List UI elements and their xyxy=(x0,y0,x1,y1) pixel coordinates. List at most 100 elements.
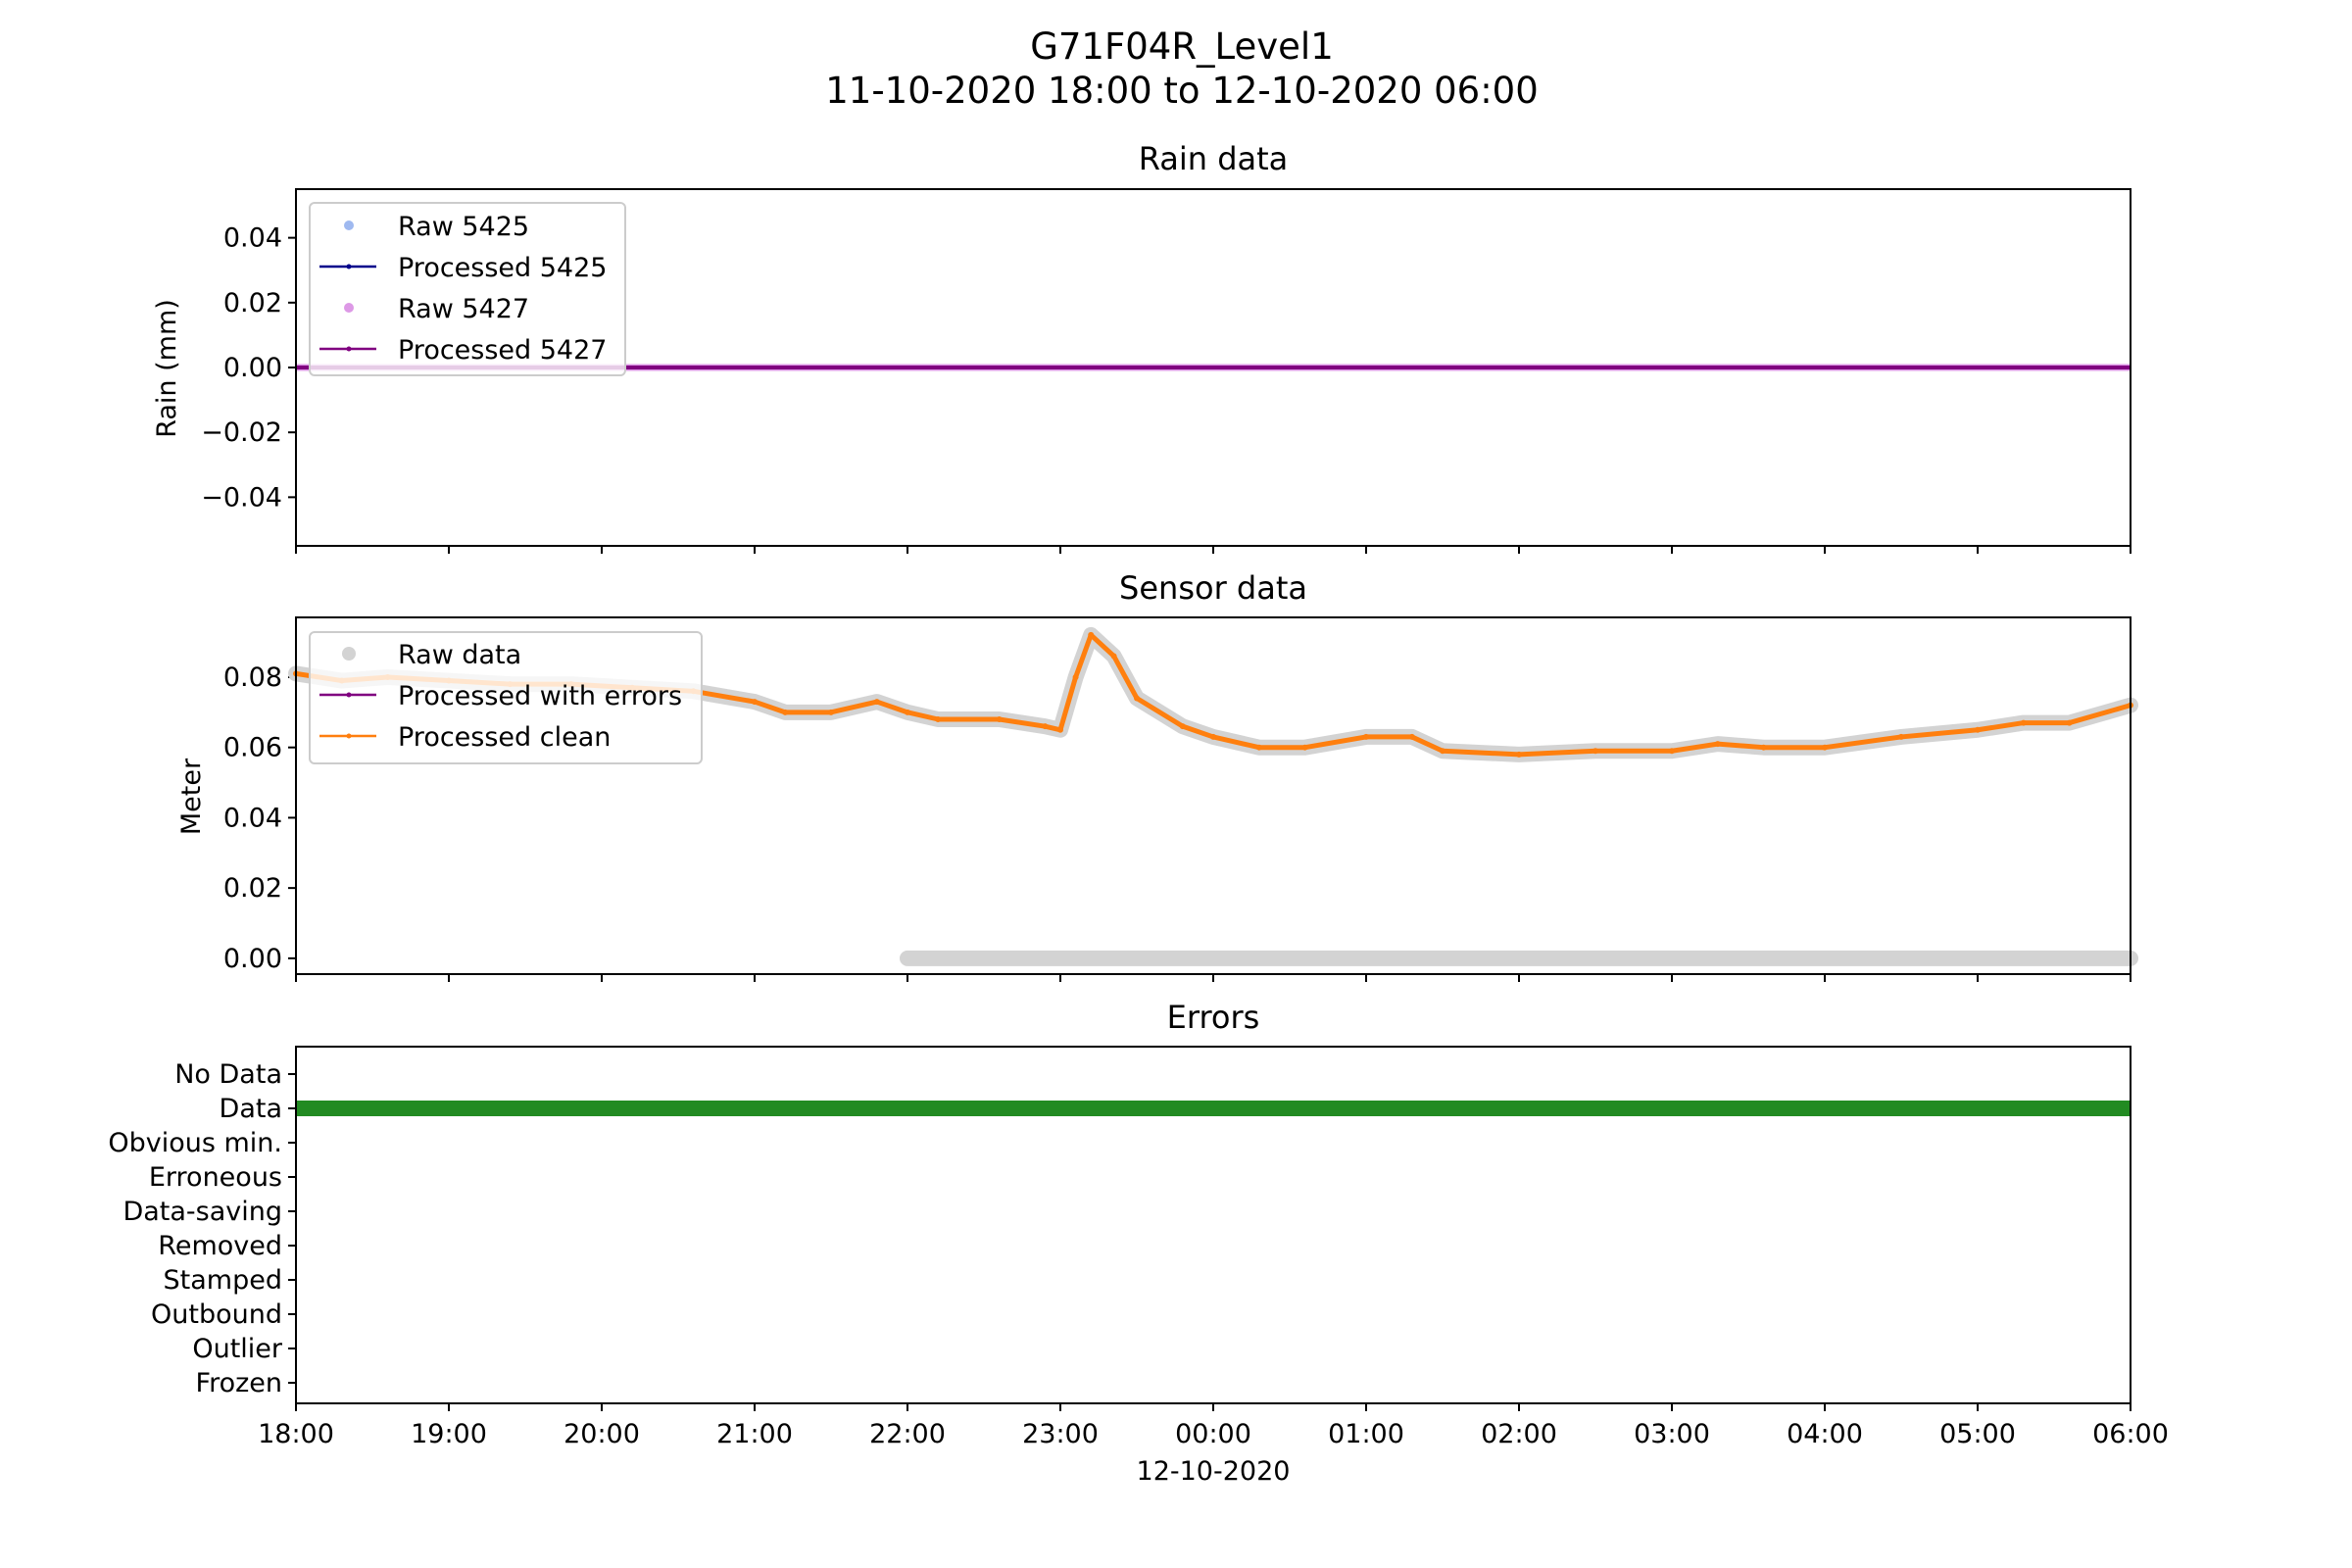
legend-label-raw-5427: Raw 5427 xyxy=(398,294,529,324)
legend-label-processed-clean: Processed clean xyxy=(398,722,611,753)
legend-label-raw-data: Raw data xyxy=(398,640,521,670)
legend-marker-raw-5425 xyxy=(344,220,354,230)
errors-y-tick-label: No Data xyxy=(174,1059,282,1090)
sensor-y-tick-label: 0.08 xyxy=(223,662,282,693)
sensor-point-processed-clean xyxy=(1072,673,1079,680)
legend-marker-raw-data xyxy=(342,647,356,661)
sensor-point-processed-clean xyxy=(1363,733,1369,740)
sensor-plot-frame xyxy=(295,616,2132,975)
sensor-legend-box xyxy=(309,631,703,764)
sensor-point-processed-clean xyxy=(2020,719,2027,726)
x-tick-label: 20:00 xyxy=(564,1419,640,1449)
x-tick-label: 21:00 xyxy=(716,1419,793,1449)
sensor-point-processed-clean xyxy=(1179,723,1186,730)
sensor-point-processed-clean xyxy=(996,716,1003,722)
errors-y-ticks: No Data Data Obvious min. Erroneous Data-sav… xyxy=(108,1059,296,1398)
figure-title: G71F04R_Level1 xyxy=(1030,25,1334,68)
errors-y-tick-label: Data xyxy=(220,1094,282,1124)
sensor-point-processed-clean xyxy=(782,709,789,715)
sensor-point-processed-clean xyxy=(1057,726,1063,733)
sensor-y-tick-label: 0.04 xyxy=(223,803,282,833)
errors-y-tick-label: Outlier xyxy=(192,1334,283,1364)
legend-marker-processed-5427 xyxy=(346,346,352,352)
errors-panel: Errors No Data Data Obvious min. Erroneous D… xyxy=(108,999,2169,1487)
sensor-y-axis-label: Meter xyxy=(176,758,207,835)
x-axis-date-label: 12-10-2020 xyxy=(1137,1456,1291,1487)
sensor-point-processed-clean xyxy=(1760,744,1767,751)
sensor-y-tick-label: 0.02 xyxy=(223,873,282,904)
legend-label-processed-5427: Processed 5427 xyxy=(398,335,607,366)
x-tick-label: 04:00 xyxy=(1787,1419,1863,1449)
legend-marker-processed-clean xyxy=(346,733,352,739)
legend-label-processed-with-errors: Processed with errors xyxy=(398,681,682,711)
errors-plot-frame xyxy=(295,1046,2132,1404)
rain-y-tick-label: −0.02 xyxy=(201,417,282,448)
x-tick-label: 19:00 xyxy=(411,1419,487,1449)
sensor-point-processed-clean xyxy=(1110,653,1117,660)
errors-x-ticks: 18:00 19:00 20:00 21:00 22:00 23:00 00:00 01:00… xyxy=(258,1403,2169,1449)
sensor-point-processed-clean xyxy=(935,716,942,722)
sensor-point-processed-clean xyxy=(1975,726,1981,733)
sensor-point-processed-clean xyxy=(1714,741,1721,748)
x-tick-label: 03:00 xyxy=(1634,1419,1710,1449)
sensor-point-processed-clean xyxy=(1210,733,1216,740)
sensor-point-processed-clean xyxy=(1301,744,1308,751)
sensor-panel: Sensor data Meter 0.08 0.06 0.04 0.02 0.00 R… xyxy=(176,569,2138,982)
x-tick-label: 18:00 xyxy=(258,1419,334,1449)
errors-y-tick-label: Frozen xyxy=(196,1368,283,1398)
x-tick-label: 05:00 xyxy=(1939,1419,2016,1449)
sensor-point-processed-clean xyxy=(1516,751,1522,758)
sensor-point-processed-clean xyxy=(828,709,834,715)
rain-plot-frame xyxy=(295,188,2132,547)
sensor-legend: Raw data Processed with errors Processed… xyxy=(309,631,703,764)
sensor-point-processed-clean xyxy=(1134,695,1140,702)
rain-legend-box xyxy=(309,202,626,376)
sensor-point-processed-clean xyxy=(1822,744,1828,751)
errors-y-tick-label: Stamped xyxy=(164,1265,282,1296)
sensor-y-tick-label: 0.06 xyxy=(223,733,282,763)
errors-y-tick-label: Outbound xyxy=(151,1299,282,1330)
sensor-y-tick-label: 0.00 xyxy=(223,944,282,974)
sensor-point-processed-clean xyxy=(1042,723,1049,730)
sensor-point-processed-clean xyxy=(1088,631,1095,638)
sensor-point-processed-clean xyxy=(1898,733,1904,740)
sensor-point-processed-clean xyxy=(873,699,880,706)
sensor-point-processed-clean xyxy=(2066,719,2073,726)
sensor-point-processed-clean xyxy=(752,699,758,706)
x-tick-label: 02:00 xyxy=(1481,1419,1557,1449)
rain-y-tick-label: 0.00 xyxy=(223,353,282,383)
rain-y-ticks: 0.04 0.02 0.00 −0.02 −0.04 xyxy=(201,223,296,513)
sensor-panel-title: Sensor data xyxy=(1119,569,1307,607)
x-tick-label: 22:00 xyxy=(869,1419,946,1449)
rain-legend: Raw 5425 Processed 5425 Raw 5427 Process… xyxy=(309,202,626,376)
rain-panel-title: Rain data xyxy=(1139,140,1289,177)
sensor-point-processed-clean xyxy=(905,709,910,715)
legend-marker-processed-with-errors xyxy=(346,692,352,698)
x-tick-label: 01:00 xyxy=(1328,1419,1404,1449)
sensor-x-ticks xyxy=(295,974,2132,982)
rain-x-ticks xyxy=(295,546,2132,554)
legend-label-raw-5425: Raw 5425 xyxy=(398,212,529,242)
errors-y-tick-label: Removed xyxy=(158,1231,282,1261)
errors-y-tick-label: Obvious min. xyxy=(108,1128,282,1158)
errors-y-tick-label: Erroneous xyxy=(149,1162,282,1193)
rain-y-axis-label: Rain (mm) xyxy=(152,299,182,438)
errors-y-tick-label: Data-saving xyxy=(122,1197,282,1227)
sensor-point-processed-clean xyxy=(1592,748,1598,755)
rain-y-tick-label: 0.04 xyxy=(223,223,282,254)
rain-y-tick-label: 0.02 xyxy=(223,288,282,318)
sensor-point-processed-clean xyxy=(1408,733,1415,740)
legend-marker-raw-5427 xyxy=(344,303,354,313)
sensor-y-ticks: 0.08 0.06 0.04 0.02 0.00 xyxy=(223,662,296,974)
x-tick-label: 23:00 xyxy=(1022,1419,1099,1449)
x-tick-label: 06:00 xyxy=(2092,1419,2169,1449)
rain-panel: Rain data Rain (mm) 0.04 0.02 0.00 −0.02 −0.… xyxy=(152,140,2132,554)
sensor-point-processed-clean xyxy=(1440,748,1446,755)
legend-marker-processed-5425 xyxy=(346,264,352,270)
sensor-point-processed-clean xyxy=(1669,748,1675,755)
legend-label-processed-5425: Processed 5425 xyxy=(398,253,607,283)
sensor-point-processed-clean xyxy=(1255,744,1262,751)
x-tick-label: 00:00 xyxy=(1175,1419,1251,1449)
figure-subtitle: 11-10-2020 18:00 to 12-10-2020 06:00 xyxy=(825,70,1539,112)
